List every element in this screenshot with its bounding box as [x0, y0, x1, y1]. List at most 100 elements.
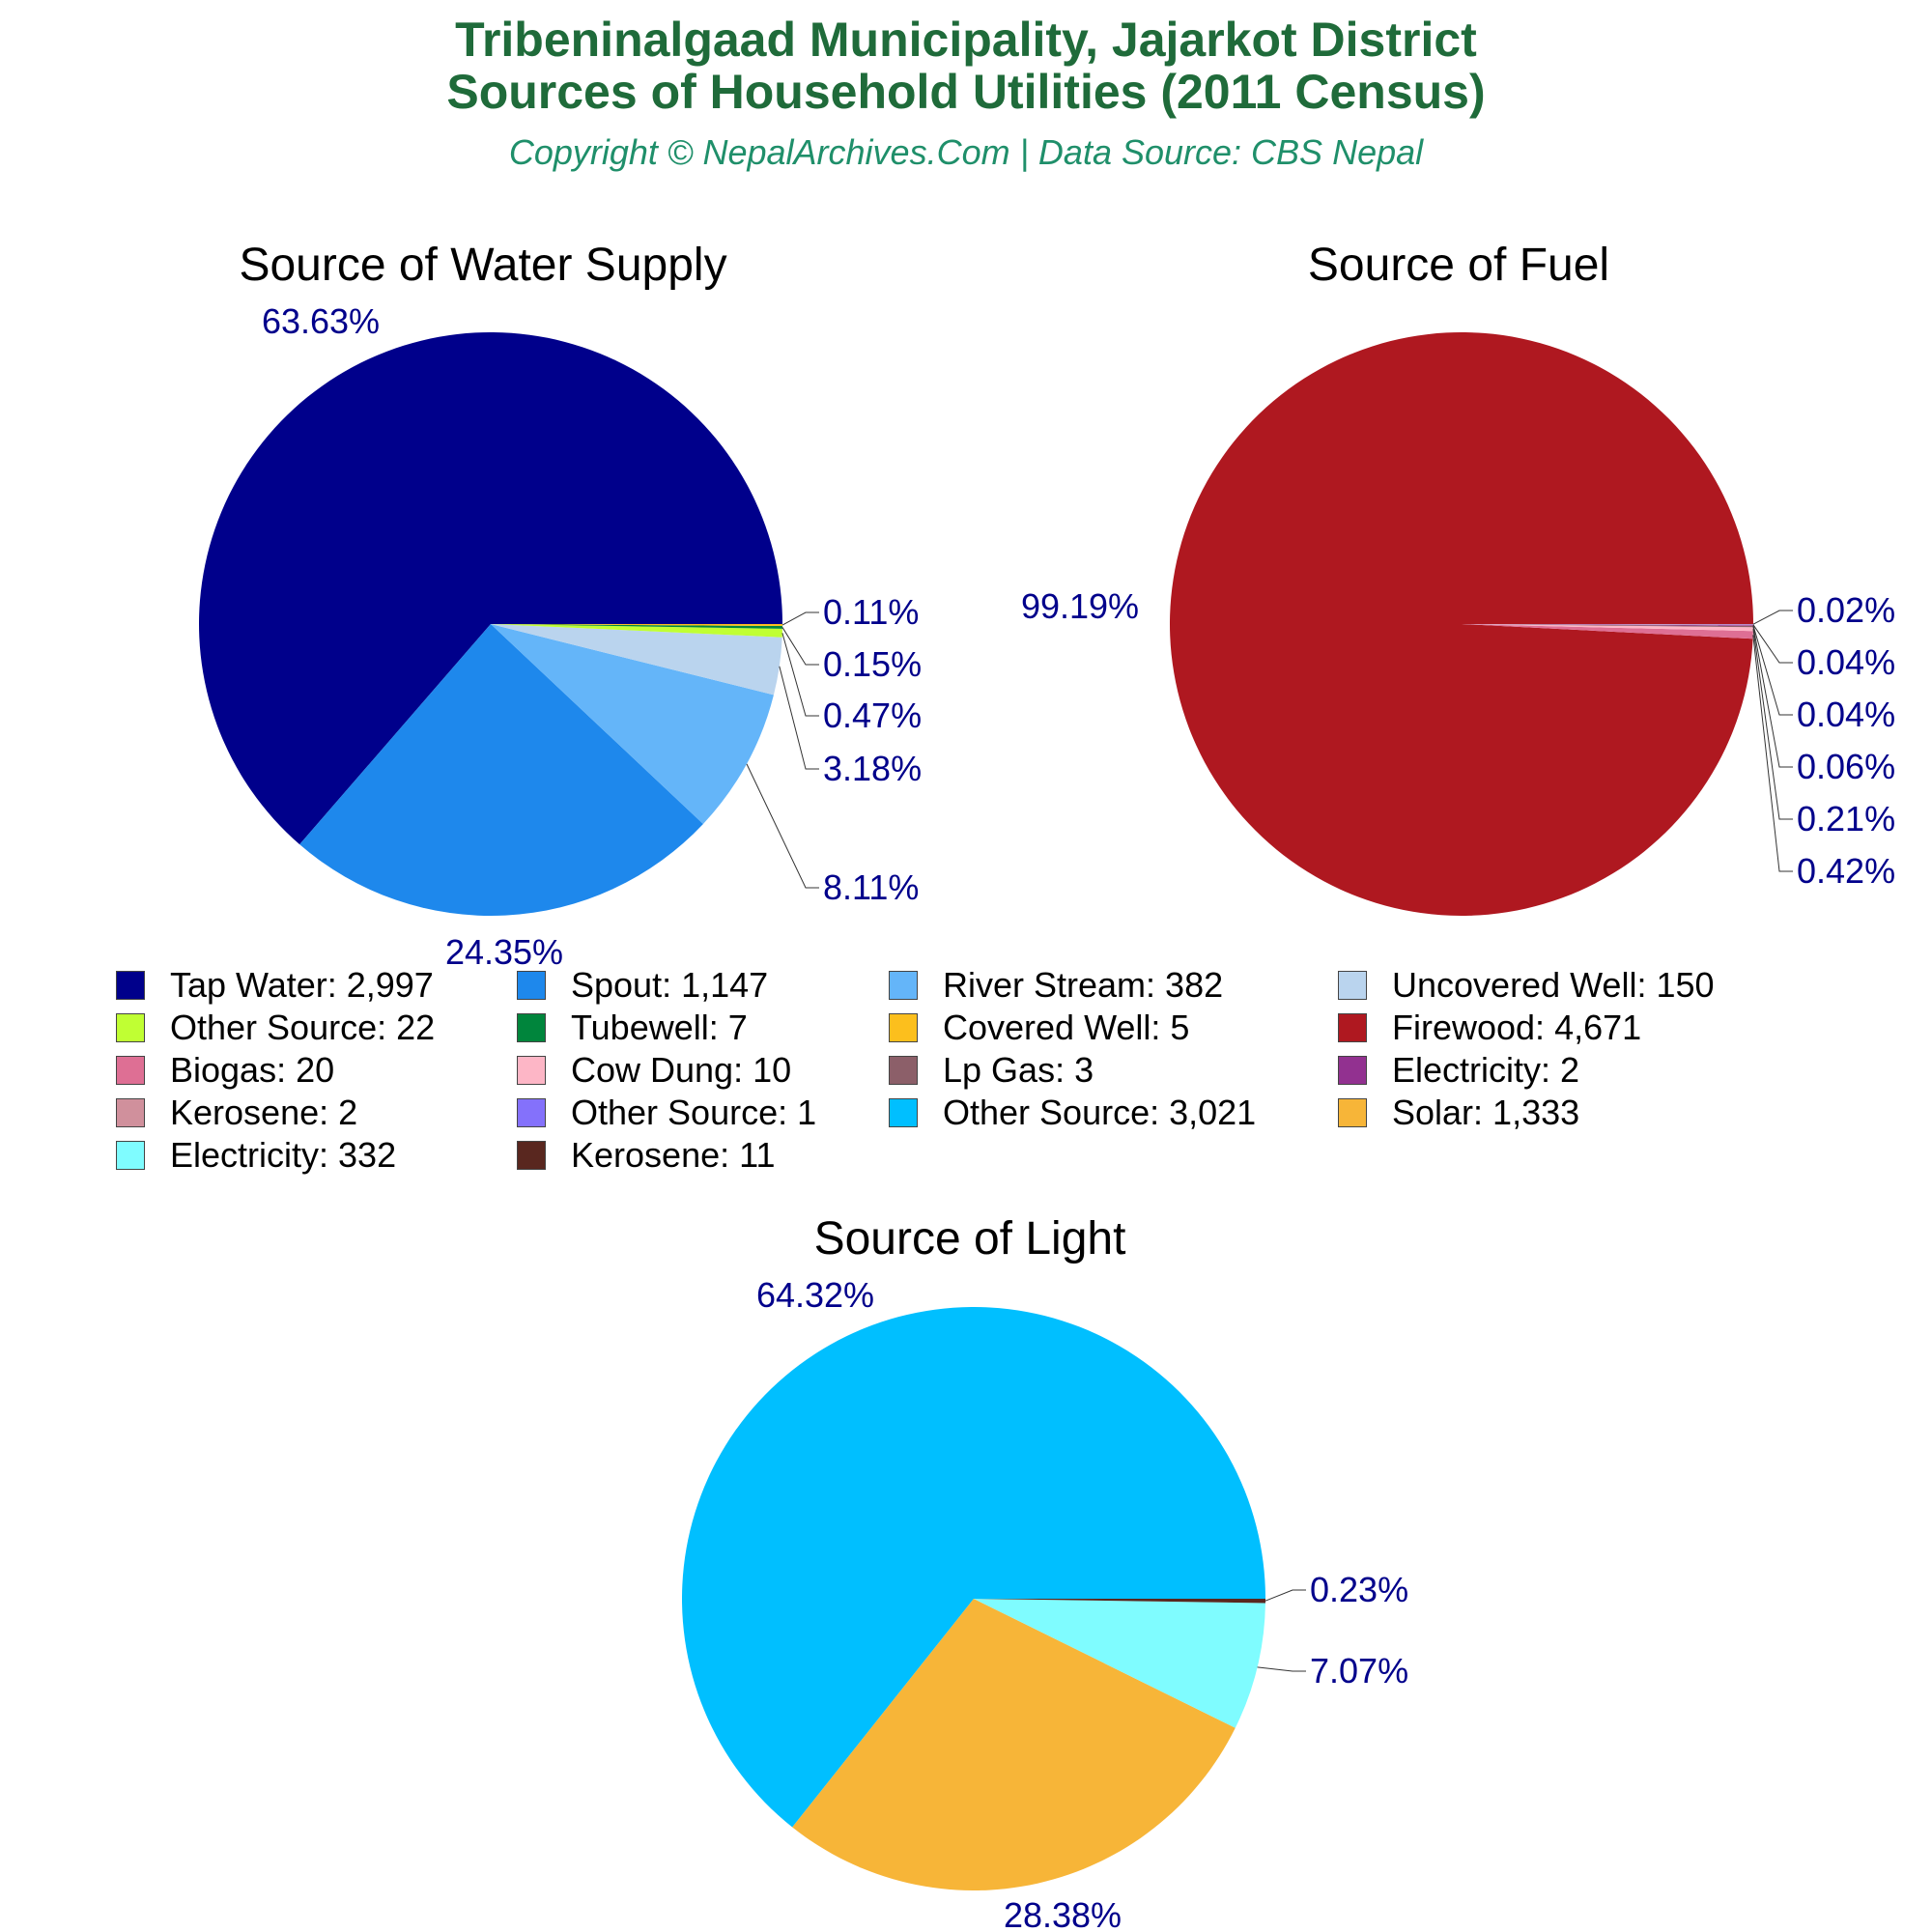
- legend-item: Uncovered Well: 150: [1338, 965, 1715, 1005]
- legend-item: Electricity: 2: [1338, 1050, 1580, 1090]
- pie-slice: [974, 1599, 1265, 1604]
- pie-slice: [1462, 624, 1753, 628]
- legend-label: Electricity: 332: [170, 1135, 397, 1175]
- legend-label: Electricity: 2: [1392, 1050, 1580, 1090]
- legend-label: Uncovered Well: 150: [1392, 965, 1715, 1005]
- pie-percent-label: 28.38%: [1004, 1895, 1122, 1932]
- legend-item: Kerosene: 2: [116, 1093, 358, 1132]
- legend-swatch: [889, 971, 918, 1000]
- pie-percent-label: 24.35%: [445, 932, 563, 972]
- pie-percent-label: 8.11%: [823, 867, 919, 907]
- pie-percent-label: 63.63%: [262, 301, 380, 341]
- leader-line: [1752, 635, 1793, 872]
- pie-slice: [1462, 624, 1753, 626]
- pie-percent-label: 0.15%: [823, 644, 922, 684]
- pie-slice: [491, 624, 782, 638]
- leader-line: [781, 633, 819, 717]
- leader-line: [779, 666, 819, 770]
- pie-percent-label: 0.02%: [1797, 590, 1895, 630]
- legend-item: Kerosene: 11: [517, 1135, 776, 1175]
- legend-swatch: [1338, 1098, 1367, 1127]
- legend-swatch: [1338, 971, 1367, 1000]
- legend-swatch: [116, 1141, 145, 1170]
- pie-slice: [1170, 332, 1753, 917]
- legend-swatch: [116, 1098, 145, 1127]
- pie-percent-label: 0.06%: [1797, 747, 1895, 786]
- pie-slice: [491, 624, 782, 629]
- pie-percent-label: 0.04%: [1797, 695, 1895, 734]
- pie-slice: [198, 332, 782, 845]
- leader-line: [1257, 1666, 1306, 1672]
- legend-swatch: [517, 971, 546, 1000]
- legend-swatch: [1338, 1056, 1367, 1085]
- pie-slice: [1462, 624, 1753, 632]
- pie-percent-label: 0.47%: [823, 696, 922, 735]
- legend-label: Solar: 1,333: [1392, 1093, 1580, 1132]
- legend-swatch: [517, 1098, 546, 1127]
- pie-water-supply: Source of Water Supply 63.63% 24.35% 8.11%…: [198, 240, 922, 972]
- legend-item: Lp Gas: 3: [889, 1050, 1094, 1090]
- legend-swatch: [1338, 1013, 1367, 1042]
- pie-percent-label: 7.07%: [1310, 1651, 1408, 1690]
- legend-item: Tubewell: 7: [517, 1008, 748, 1047]
- legend-label: Firewood: 4,671: [1392, 1008, 1642, 1047]
- pie-percent-label: 0.23%: [1310, 1570, 1408, 1609]
- leader-line: [781, 611, 819, 626]
- pie-title-fuel: Source of Fuel: [1308, 240, 1609, 291]
- legend-swatch: [889, 1013, 918, 1042]
- pie-slice: [491, 624, 774, 824]
- pie-slice: [1462, 624, 1753, 639]
- legend-label: Tubewell: 7: [571, 1008, 748, 1047]
- pie-percent-label: 99.19%: [1021, 586, 1139, 626]
- pie-percent-label: 0.21%: [1797, 799, 1895, 838]
- legend-item: Other Source: 3,021: [889, 1093, 1257, 1132]
- legend-item: Tap Water: 2,997: [116, 965, 434, 1005]
- leader-line: [781, 627, 819, 666]
- legend-item: River Stream: 382: [889, 965, 1224, 1005]
- pie-percent-label: 0.04%: [1797, 642, 1895, 682]
- pie-percent-label: 0.42%: [1797, 851, 1895, 891]
- pie-percent-label: 3.18%: [823, 749, 922, 788]
- figure-subtitle: Copyright © NepalArchives.Com | Data Sou…: [509, 132, 1424, 172]
- pie-slice: [1462, 624, 1753, 627]
- legend-label: Kerosene: 11: [571, 1135, 776, 1175]
- pie-percent-label: 64.32%: [756, 1275, 874, 1315]
- pie-slice: [491, 624, 782, 627]
- leader-line: [1264, 1589, 1306, 1602]
- legend-label: Lp Gas: 3: [943, 1050, 1094, 1090]
- leader-line: [1752, 624, 1793, 664]
- legend-label: Kerosene: 2: [170, 1093, 358, 1132]
- legend-item: Spout: 1,147: [517, 965, 769, 1005]
- legend-label: Covered Well: 5: [943, 1008, 1190, 1047]
- legend-label: Spout: 1,147: [571, 965, 769, 1005]
- pie-slice: [792, 1599, 1236, 1890]
- legend-label: Other Source: 1: [571, 1093, 817, 1132]
- legend-label: Tap Water: 2,997: [170, 965, 434, 1005]
- legend-item: Solar: 1,333: [1338, 1093, 1580, 1132]
- legend-item: Other Source: 22: [116, 1008, 435, 1047]
- pie-slice: [681, 1307, 1265, 1828]
- legend-item: Firewood: 4,671: [1338, 1008, 1642, 1047]
- legend-swatch: [517, 1013, 546, 1042]
- leader-line: [1752, 610, 1793, 625]
- legend-swatch: [116, 971, 145, 1000]
- legend-swatch: [889, 1056, 918, 1085]
- pie-title-light: Source of Light: [814, 1213, 1126, 1264]
- legend-item: Other Source: 1: [517, 1093, 817, 1132]
- pie-slice: [974, 1599, 1265, 1728]
- legend-item: Covered Well: 5: [889, 1008, 1190, 1047]
- legend-label: Cow Dung: 10: [571, 1050, 792, 1090]
- pie-slice: [491, 624, 782, 696]
- leader-line: [746, 763, 819, 889]
- legend-swatch: [889, 1098, 918, 1127]
- pie-title-water-supply: Source of Water Supply: [239, 240, 726, 291]
- legend-swatch: [116, 1013, 145, 1042]
- legend-label: Biogas: 20: [170, 1050, 335, 1090]
- legend-label: River Stream: 382: [943, 965, 1224, 1005]
- legend-item: Cow Dung: 10: [517, 1050, 792, 1090]
- figure-title-line1: Tribeninalgaad Municipality, Jajarkot Di…: [455, 13, 1477, 67]
- legend-label: Other Source: 3,021: [943, 1093, 1257, 1132]
- legend-item: Biogas: 20: [116, 1050, 335, 1090]
- figure-title-line2: Sources of Household Utilities (2011 Cen…: [446, 65, 1485, 119]
